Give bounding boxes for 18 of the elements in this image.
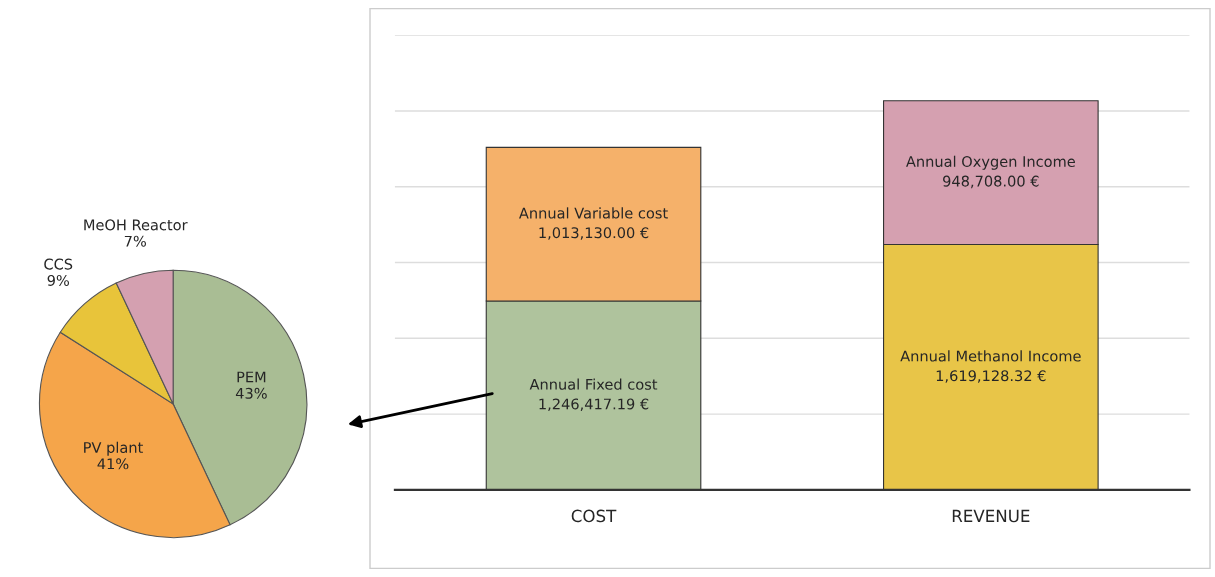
series-label: Annual Methanol Income (900, 350, 1081, 362)
slice-label: PEM (237, 371, 266, 383)
series-label: Annual Fixed cost (529, 378, 658, 390)
data-label: 1,619,128.32 € (936, 370, 1046, 383)
data-label: 1,246,417.19 € (539, 398, 649, 411)
data-label: 1,013,130.00 € (539, 227, 649, 240)
slice-label: MeOH Reactor (84, 219, 188, 231)
data-label: 948,708.00 € (943, 175, 1039, 189)
data-label: 43% (235, 387, 267, 399)
data-label: 9% (47, 274, 69, 286)
series-label: Annual Variable cost (519, 207, 668, 219)
series-label: Annual Oxygen Income (906, 155, 1075, 170)
data-label: 41% (97, 458, 129, 470)
slice-label: PV plant (84, 441, 143, 456)
x-tick-label: COST (571, 509, 617, 523)
slice-label: CCS (44, 258, 73, 270)
x-tick-label: REVENUE (952, 509, 1030, 523)
data-label: 7% (124, 235, 146, 247)
